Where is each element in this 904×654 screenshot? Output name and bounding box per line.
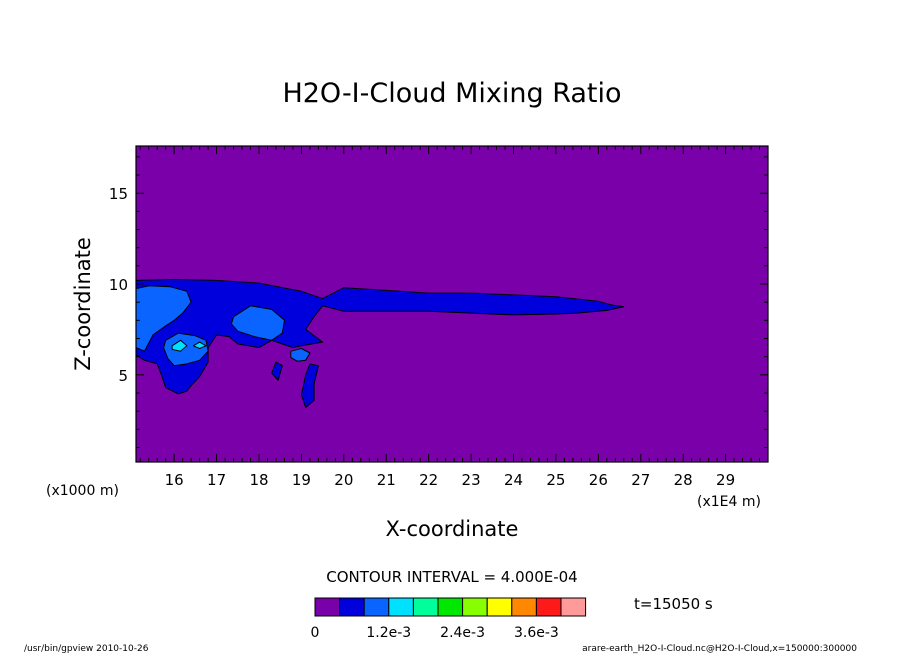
contour-interval-text: CONTOUR INTERVAL = 4.000E-04 (326, 568, 577, 586)
colorbar-swatch (462, 597, 488, 617)
y-scale-label: (x1000 m) (46, 483, 119, 499)
time-stamp: t=15050 s (634, 595, 713, 613)
x-tick-label: 22 (419, 471, 438, 489)
plot-area (135, 145, 769, 463)
footer-right: arare-earth_H2O-I-Cloud.nc@H2O-I-Cloud,x… (582, 644, 857, 654)
contour-region-level-2 (135, 285, 192, 352)
colorbar-swatch (363, 597, 390, 617)
colorbar-swatch (339, 597, 365, 617)
contour-region-level-1 (271, 361, 283, 381)
y-tick-label: 5 (118, 367, 128, 385)
contour-region-level-3 (192, 341, 207, 349)
x-scale-label: (x1E4 m) (697, 494, 761, 510)
colorbar-label: 3.6e-3 (514, 625, 559, 641)
x-axis-label: X-coordinate (386, 517, 519, 541)
x-tick-label: 28 (674, 471, 693, 489)
x-tick-label: 29 (716, 471, 735, 489)
contour-region-level-3 (171, 339, 188, 352)
contour-region-level-2 (290, 348, 311, 362)
x-tick-label: 20 (334, 471, 353, 489)
chart-title: H2O-I-Cloud Mixing Ratio (282, 78, 621, 109)
y-axis-label: Z-coordinate (71, 237, 95, 371)
colorbar-label: 1.2e-3 (366, 625, 411, 641)
colorbar-swatch (437, 597, 464, 617)
colorbar-swatch (412, 597, 439, 617)
colorbar-swatch (511, 597, 537, 617)
colorbar (314, 597, 587, 617)
contour-region-level-2 (230, 305, 285, 341)
x-tick-label: 25 (546, 471, 565, 489)
x-tick-label: 26 (589, 471, 608, 489)
x-tick-label: 19 (292, 471, 311, 489)
colorbar-swatch (314, 597, 341, 617)
x-tick-label: 24 (504, 471, 523, 489)
y-axis-ticks: 5 10 15 (109, 156, 768, 448)
colorbar-swatch (388, 597, 414, 617)
x-axis-ticks: 16 17 18 19 20 21 22 23 24 25 26 27 28 29 (139, 146, 769, 489)
plot-frame (135, 145, 769, 463)
colorbar-swatch (535, 597, 562, 617)
contour-region-level-2 (163, 332, 209, 367)
colorbar-label: 2.4e-3 (440, 625, 485, 641)
x-tick-label: 16 (165, 471, 184, 489)
colorbar-label: 0 (311, 625, 320, 641)
x-tick-label: 17 (207, 471, 226, 489)
colorbar-swatch (560, 597, 587, 617)
footer-left: /usr/bin/gpview 2010-10-26 (24, 644, 149, 654)
colorbar-swatch (486, 597, 513, 617)
colorbar-labels: 0 1.2e-3 2.4e-3 3.6e-3 (311, 625, 559, 641)
x-tick-label: 27 (631, 471, 650, 489)
y-tick-label: 15 (109, 185, 128, 203)
x-tick-label: 21 (377, 471, 396, 489)
x-tick-label: 18 (249, 471, 268, 489)
contour-region-level-1 (300, 363, 319, 408)
x-tick-label: 23 (462, 471, 481, 489)
y-tick-label: 10 (109, 276, 128, 294)
